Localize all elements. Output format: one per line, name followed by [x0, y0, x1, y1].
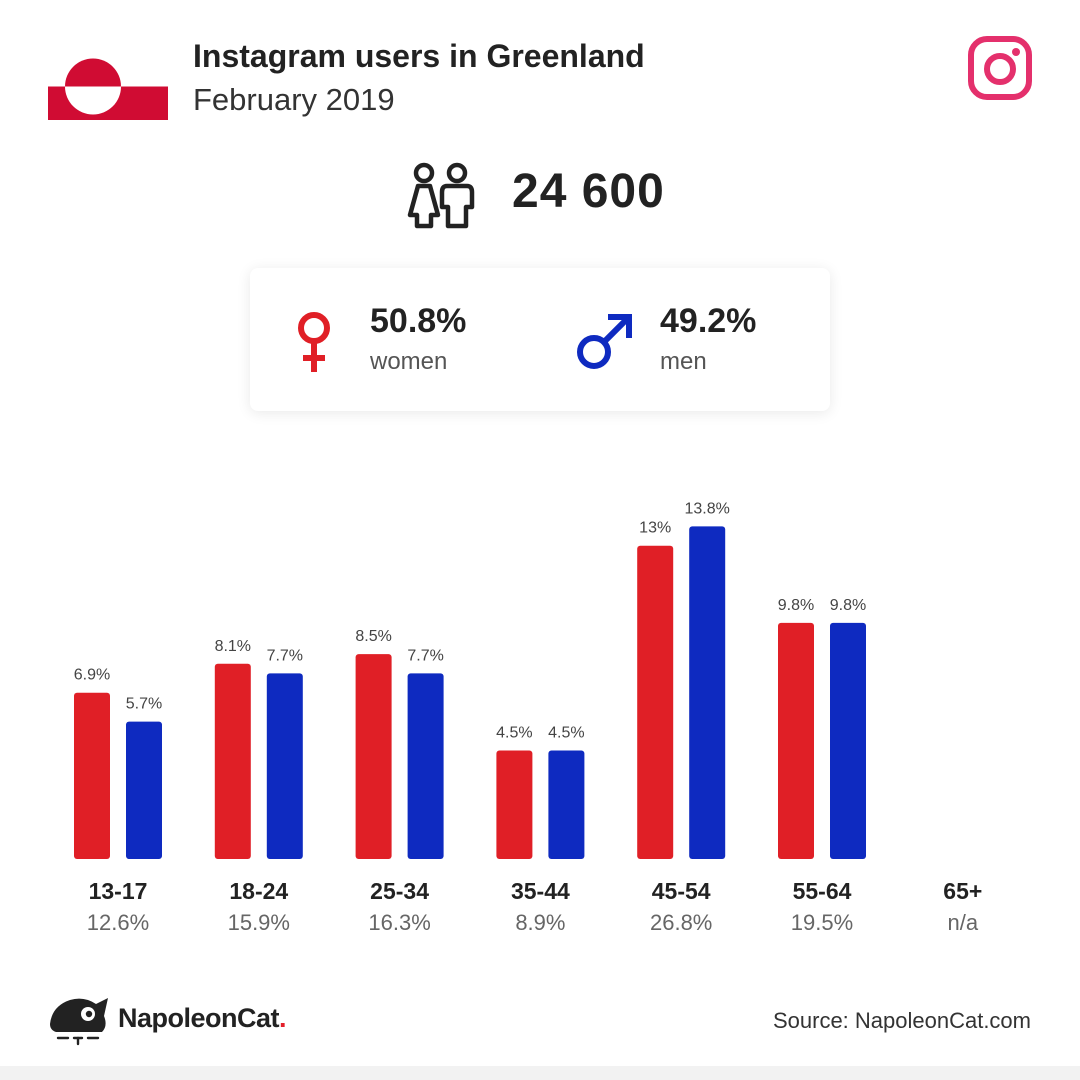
age-group-total: 12.6%: [86, 910, 150, 935]
bar-men-45-54: [689, 526, 726, 859]
women-label: women: [370, 348, 448, 375]
age-group-total: 15.9%: [227, 910, 290, 935]
age-group-label: 13-17: [88, 878, 148, 904]
female-icon: [298, 312, 330, 372]
men-label: men: [660, 348, 707, 375]
age-group-label: 35-44: [510, 878, 570, 904]
total-users: 24 600: [512, 165, 665, 218]
bar-value-label: 8.1%: [215, 638, 251, 655]
bar-women-25-34: [355, 654, 392, 859]
age-group-total: 19.5%: [790, 910, 854, 935]
age-group-label: 65+: [943, 878, 983, 904]
source-text: Source: NapoleonCat.com: [772, 1008, 1031, 1033]
page-footer-band: [0, 1066, 1080, 1080]
women-percent: 50.8%: [370, 302, 467, 340]
age-group-label: 18-24: [229, 878, 289, 904]
instagram-icon: [968, 36, 1032, 100]
people-icon: [407, 162, 475, 229]
bar-value-label: 5.7%: [126, 696, 162, 713]
age-group-label: 55-64: [792, 878, 852, 904]
age-gender-chart: 6.9% 5.7% 8.1% 7.7% 8.5% 7.7% 4.5% 4.5% 13% 13.8%…: [0, 460, 1080, 960]
bar-women-13-17: [74, 692, 110, 859]
age-group-total: 8.9%: [515, 910, 566, 935]
age-group-label: 45-54: [651, 878, 711, 904]
bar-men-35-44: [548, 750, 585, 859]
bar-value-label: 9.8%: [830, 597, 866, 614]
age-group-total: 26.8%: [649, 910, 713, 935]
bar-men-55-64: [830, 622, 866, 859]
gender-card: 50.8% women 49.2% men: [250, 268, 830, 411]
brand-name: NapoleonCat.: [118, 1003, 287, 1034]
bar-value-label: 13%: [639, 520, 671, 537]
napoleoncat-logo-icon: [50, 998, 108, 1046]
bar-value-label: 4.5%: [496, 725, 532, 742]
bar-value-label: 7.7%: [407, 647, 443, 664]
age-group-total: n/a: [947, 910, 979, 935]
bar-value-label: 4.5%: [548, 725, 584, 742]
bar-value-label: 6.9%: [74, 667, 110, 684]
bar-value-label: 9.8%: [778, 597, 814, 614]
bar-men-25-34: [407, 673, 444, 859]
bar-value-label: 8.5%: [355, 628, 391, 645]
age-group-label: 25-34: [370, 878, 429, 904]
brand-dot: .: [279, 1003, 287, 1033]
bar-women-55-64: [778, 622, 814, 859]
men-percent: 49.2%: [660, 302, 757, 340]
page-subtitle: February 2019: [193, 82, 395, 117]
page-title: Instagram users in Greenland: [193, 38, 645, 74]
bar-value-label: 13.8%: [685, 500, 730, 517]
bar-women-45-54: [637, 545, 674, 859]
bar-men-18-24: [266, 673, 303, 859]
greenland-flag-icon: [48, 53, 168, 120]
chart-bars: 6.9% 5.7% 8.1% 7.7% 8.5% 7.7% 4.5% 4.5% 13% 13.8%…: [74, 500, 866, 859]
bar-women-18-24: [214, 663, 251, 859]
bar-men-13-17: [126, 721, 162, 859]
brand-text: NapoleonCat: [118, 1003, 280, 1033]
male-icon: [577, 314, 632, 369]
bar-women-35-44: [496, 750, 533, 859]
bar-value-label: 7.7%: [267, 647, 303, 664]
age-group-total: 16.3%: [368, 910, 431, 935]
